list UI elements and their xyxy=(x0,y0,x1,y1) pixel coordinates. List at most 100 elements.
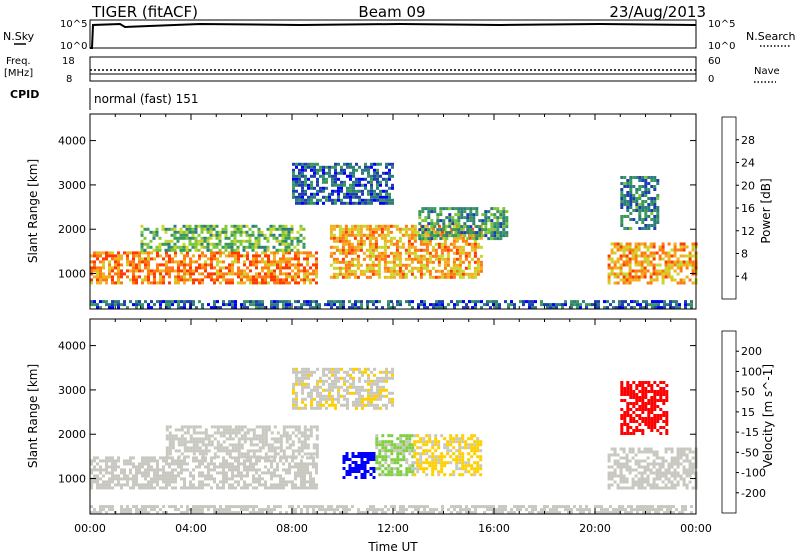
power-cell xyxy=(301,174,304,178)
velocity-cell xyxy=(632,393,636,396)
power-cell xyxy=(332,227,336,231)
velocity-cell xyxy=(312,443,316,447)
power-cell xyxy=(666,303,669,307)
power-cell xyxy=(385,189,388,193)
velocity-cell xyxy=(99,468,102,472)
velocity-cell xyxy=(303,480,306,484)
power-cell xyxy=(368,245,372,249)
power-cell xyxy=(105,275,108,279)
power-cell xyxy=(631,278,635,282)
power-cell xyxy=(652,269,656,273)
power-cell xyxy=(272,224,276,228)
power-cell xyxy=(319,174,322,178)
power-cell xyxy=(657,306,660,310)
power-cell xyxy=(672,306,675,310)
velocity-cell xyxy=(458,455,462,459)
velocity-cell xyxy=(276,462,279,466)
velocity-cell xyxy=(644,417,648,420)
power-cell xyxy=(468,300,471,304)
velocity-cell xyxy=(387,434,391,438)
power-cell xyxy=(135,254,138,258)
velocity-cell xyxy=(662,390,666,393)
velocity-cell xyxy=(204,446,208,450)
power-cell xyxy=(457,225,461,229)
velocity-cell xyxy=(384,467,388,471)
velocity-cell xyxy=(378,467,382,471)
power-cell xyxy=(648,303,651,307)
velocity-cell xyxy=(258,440,262,444)
velocity-cell xyxy=(261,443,265,447)
power-cell xyxy=(422,230,426,234)
power-cell xyxy=(96,257,99,261)
velocity-cell xyxy=(655,471,659,475)
power-cell xyxy=(132,281,135,285)
power-cell xyxy=(679,278,683,282)
velocity-cell xyxy=(306,468,309,472)
power-cell xyxy=(433,225,437,229)
velocity-cell xyxy=(662,411,666,414)
velocity-cell xyxy=(411,470,415,474)
power-cell xyxy=(413,254,417,258)
velocity-cell xyxy=(201,486,204,490)
power-cell xyxy=(374,254,378,258)
power-cell xyxy=(392,263,396,267)
velocity-cell xyxy=(396,473,400,477)
power-cell xyxy=(623,185,627,188)
velocity-cell xyxy=(189,425,193,429)
velocity-cell xyxy=(656,417,660,420)
power-cell xyxy=(90,281,93,285)
velocity-cell xyxy=(279,437,283,441)
velocity-cell xyxy=(165,471,168,475)
velocity-cell xyxy=(632,432,636,435)
velocity-cell xyxy=(264,425,268,429)
power-cell xyxy=(359,239,363,243)
velocity-cell xyxy=(282,434,286,438)
power-cell xyxy=(255,306,258,310)
velocity-cell xyxy=(315,443,319,447)
velocity-cell xyxy=(195,459,198,463)
velocity-cell xyxy=(114,474,117,478)
power-cell xyxy=(476,272,480,276)
power-cell xyxy=(153,275,156,279)
power-cell xyxy=(337,192,340,196)
power-cell xyxy=(490,225,494,229)
power-cell xyxy=(466,213,470,217)
velocity-cell xyxy=(294,477,297,481)
power-cell xyxy=(173,242,177,246)
power-cell xyxy=(407,233,411,237)
power-cell xyxy=(315,272,318,276)
power-cell xyxy=(368,242,372,246)
power-cell xyxy=(282,306,285,310)
power-cell xyxy=(99,272,102,276)
velocity-cell xyxy=(635,393,639,396)
power-cell xyxy=(334,162,337,166)
velocity-cell xyxy=(328,397,331,401)
velocity-cell xyxy=(168,477,171,481)
power-cell xyxy=(246,257,249,261)
power-cell xyxy=(389,275,393,279)
power-cell xyxy=(367,198,370,202)
velocity-cell xyxy=(90,471,93,475)
power-cell xyxy=(661,269,665,273)
velocity-cell xyxy=(222,477,225,481)
power-cell xyxy=(448,234,452,238)
velocity-cell xyxy=(213,468,216,472)
power-cell xyxy=(428,251,432,255)
power-cell xyxy=(344,266,348,270)
power-cell xyxy=(188,230,192,234)
power-cell xyxy=(437,275,441,279)
power-cell xyxy=(346,165,349,169)
velocity-cell xyxy=(366,455,370,458)
power-cell xyxy=(99,278,102,282)
velocity-cell xyxy=(264,480,267,484)
power-cell xyxy=(144,260,147,264)
power-cell xyxy=(242,245,246,249)
power-cell xyxy=(336,306,339,310)
power-cell xyxy=(225,272,228,276)
power-cell xyxy=(255,254,258,258)
power-cell xyxy=(640,266,644,270)
velocity-cell xyxy=(309,477,312,481)
velocity-cell xyxy=(632,405,636,408)
velocity-cell xyxy=(132,505,135,509)
power-cell xyxy=(267,275,270,279)
